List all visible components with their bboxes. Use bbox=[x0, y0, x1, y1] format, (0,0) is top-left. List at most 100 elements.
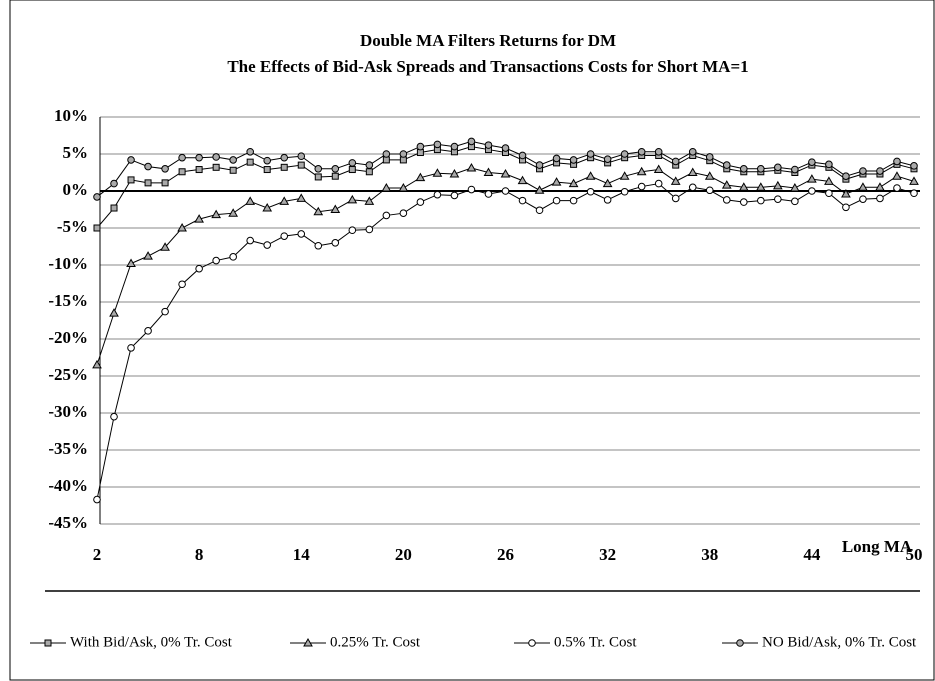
marker bbox=[382, 150, 391, 158]
marker bbox=[263, 156, 272, 165]
marker bbox=[365, 161, 374, 169]
marker bbox=[246, 158, 254, 166]
marker bbox=[399, 209, 408, 217]
marker bbox=[586, 187, 595, 196]
y-tick-label: -45% bbox=[48, 513, 88, 532]
marker bbox=[313, 206, 324, 216]
marker bbox=[841, 188, 851, 198]
marker bbox=[144, 162, 152, 171]
marker bbox=[381, 183, 392, 192]
marker bbox=[92, 359, 102, 369]
legend-marker bbox=[303, 637, 313, 647]
legend-marker bbox=[736, 639, 744, 647]
y-tick-label: -30% bbox=[48, 402, 88, 421]
marker bbox=[450, 191, 459, 200]
marker bbox=[637, 182, 646, 191]
marker bbox=[416, 198, 425, 206]
marker bbox=[636, 166, 647, 176]
marker bbox=[110, 179, 118, 188]
marker bbox=[415, 172, 426, 182]
marker bbox=[398, 183, 409, 192]
x-tick-label: 50 bbox=[906, 545, 923, 564]
marker bbox=[314, 165, 323, 173]
marker bbox=[739, 198, 748, 206]
marker bbox=[518, 151, 527, 160]
marker bbox=[569, 196, 578, 205]
marker bbox=[279, 196, 290, 205]
marker bbox=[552, 154, 561, 163]
marker bbox=[671, 194, 680, 203]
marker bbox=[774, 195, 782, 203]
marker bbox=[653, 164, 664, 174]
marker bbox=[757, 165, 765, 173]
marker bbox=[722, 161, 731, 169]
x-tick-label: 2 bbox=[93, 545, 102, 564]
marker bbox=[654, 179, 663, 188]
marker bbox=[501, 187, 510, 195]
marker bbox=[467, 137, 476, 146]
marker bbox=[382, 211, 391, 220]
marker bbox=[449, 168, 460, 178]
marker bbox=[331, 172, 339, 180]
x-tick-label: 32 bbox=[599, 545, 616, 564]
marker bbox=[348, 226, 357, 235]
marker bbox=[144, 179, 152, 187]
legend-marker bbox=[44, 639, 52, 647]
marker bbox=[484, 141, 493, 149]
marker bbox=[603, 155, 612, 163]
marker bbox=[211, 209, 222, 219]
marker bbox=[296, 193, 307, 202]
marker bbox=[467, 185, 476, 194]
marker bbox=[721, 180, 732, 189]
marker bbox=[93, 495, 101, 504]
marker bbox=[348, 159, 357, 167]
x-tick-label: 14 bbox=[293, 545, 311, 564]
chart-title: Double MA Filters Returns for DM bbox=[360, 31, 616, 50]
marker bbox=[126, 258, 136, 268]
marker bbox=[518, 196, 527, 205]
marker bbox=[501, 144, 510, 152]
marker bbox=[892, 171, 902, 180]
marker bbox=[602, 178, 613, 188]
marker bbox=[212, 163, 220, 171]
marker bbox=[909, 176, 919, 185]
marker bbox=[825, 160, 833, 169]
marker bbox=[432, 168, 443, 177]
marker bbox=[483, 167, 494, 176]
marker bbox=[603, 196, 612, 204]
marker bbox=[705, 186, 714, 195]
marker bbox=[161, 179, 169, 187]
y-tick-label: 5% bbox=[63, 143, 89, 162]
marker bbox=[552, 196, 561, 205]
marker bbox=[534, 185, 545, 194]
marker bbox=[858, 182, 868, 191]
marker bbox=[246, 236, 254, 245]
legend-label: With Bid/Ask, 0% Tr. Cost bbox=[70, 634, 233, 650]
marker bbox=[859, 195, 867, 203]
marker bbox=[808, 187, 816, 195]
marker bbox=[127, 344, 135, 352]
marker bbox=[365, 225, 374, 234]
marker bbox=[568, 178, 579, 188]
marker bbox=[93, 224, 101, 232]
marker bbox=[705, 153, 714, 161]
marker bbox=[433, 190, 442, 199]
marker bbox=[178, 280, 186, 289]
marker bbox=[110, 204, 118, 212]
marker bbox=[314, 173, 322, 181]
marker bbox=[347, 194, 358, 204]
marker bbox=[195, 153, 203, 162]
marker bbox=[348, 166, 356, 174]
y-tick-label: -15% bbox=[48, 291, 88, 310]
marker bbox=[484, 190, 493, 198]
legend-marker bbox=[528, 639, 536, 647]
marker bbox=[671, 157, 680, 166]
marker bbox=[586, 150, 595, 158]
marker bbox=[160, 242, 170, 251]
marker bbox=[365, 168, 373, 176]
marker bbox=[808, 158, 816, 166]
marker bbox=[195, 166, 203, 174]
marker bbox=[127, 176, 135, 184]
marker bbox=[416, 142, 425, 151]
